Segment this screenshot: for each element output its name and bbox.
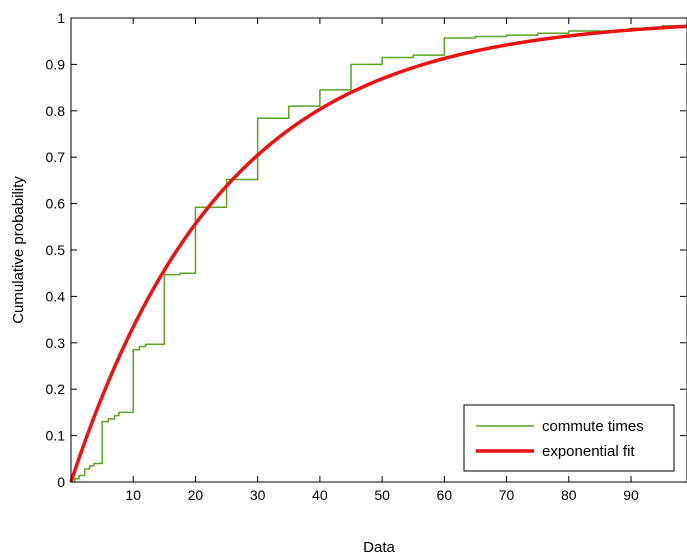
y-tick-label: 0.8 [46,103,66,119]
x-tick-label: 30 [250,487,266,503]
y-tick-label: 0.3 [46,335,66,351]
y-tick-label: 0 [57,474,65,490]
x-tick-label: 70 [499,487,515,503]
legend-label: commute times [542,418,644,435]
y-tick-label: 0.5 [46,242,66,258]
x-tick-label: 40 [312,487,328,503]
y-axis-label: Cumulative probability [10,176,27,324]
legend-box [463,404,675,472]
series-line-commute-times [73,25,687,482]
x-tick-label: 10 [125,487,141,503]
y-tick-label: 0.6 [46,196,66,212]
series-layer [69,24,687,483]
legend: commute times exponential fit [463,404,675,472]
x-axis-label: Data [363,539,395,556]
y-tick-label: 0.7 [46,149,66,165]
x-tick-label: 80 [561,487,577,503]
x-tick-label: 60 [437,487,453,503]
y-tick-label: 0.4 [46,288,66,304]
y-tick-label: 0.9 [46,56,66,72]
series-line-exponential-fit [69,24,687,483]
x-tick-label: 50 [374,487,390,503]
x-tick-label: 90 [623,487,639,503]
ticks: 10 20 30 40 50 60 70 80 90 0 0.1 0.2 0.3 0.4 0.5 0.6 0.7… [46,10,686,503]
x-tick-label: 20 [188,487,204,503]
y-tick-label: 1 [57,10,65,26]
y-tick-label: 0.2 [46,381,66,397]
legend-label: exponential fit [542,443,635,460]
y-tick-label: 0.1 [46,428,66,444]
